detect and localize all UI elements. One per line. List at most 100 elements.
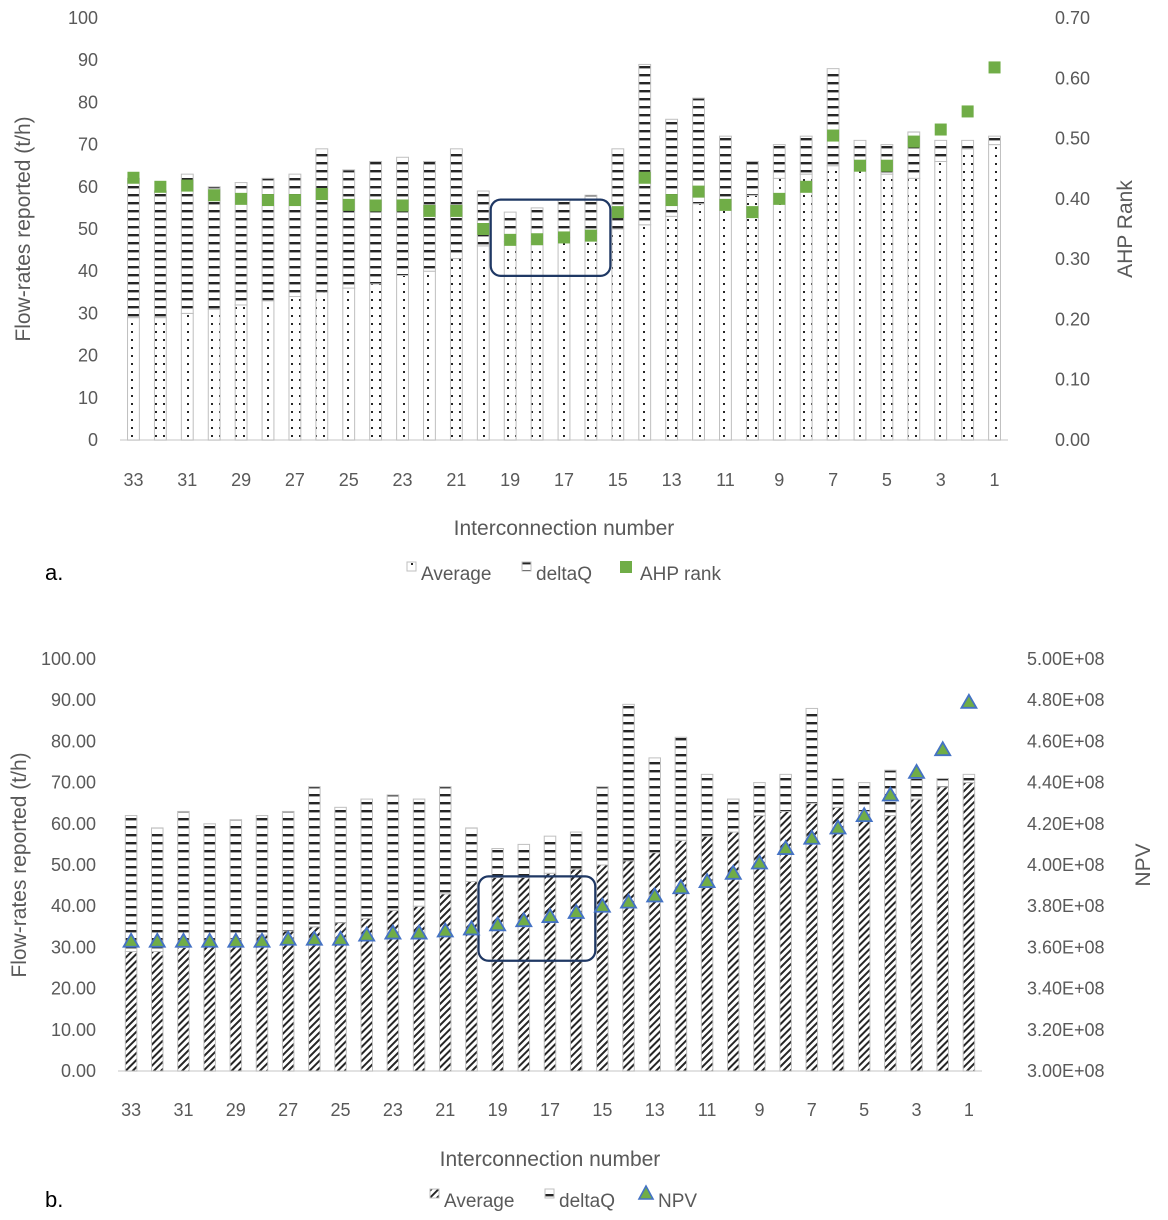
- bar-average: [907, 177, 921, 441]
- x-tick-label: 23: [393, 470, 413, 490]
- bar-deltaq: [727, 798, 740, 833]
- npv-marker: [881, 785, 900, 802]
- npv-marker: [959, 693, 978, 709]
- highlight-box: [477, 875, 597, 962]
- y-tick-label: 40.00: [51, 896, 96, 916]
- x-tick-label: 25: [331, 1100, 351, 1120]
- x-tick-label: 27: [278, 1100, 298, 1120]
- bar-deltaq: [491, 848, 504, 878]
- bar-average: [961, 148, 975, 441]
- bar-average: [569, 868, 583, 1072]
- ahp-rank-marker: [907, 135, 920, 148]
- y-tick-label: 0.00: [61, 1061, 96, 1081]
- y2-tick-label: 0.70: [1055, 8, 1090, 28]
- bar-deltaq: [584, 194, 598, 234]
- y-tick-label: 80: [78, 92, 98, 112]
- highlight-box: [489, 198, 612, 277]
- npv-marker: [540, 907, 560, 923]
- bar-average: [934, 160, 948, 441]
- bar-deltaq: [772, 144, 786, 179]
- npv-marker: [593, 896, 612, 913]
- ahp-rank-marker: [638, 171, 651, 184]
- x-tick-label: 13: [645, 1100, 665, 1120]
- ahp-rank-marker: [719, 198, 732, 211]
- ahp-rank-marker: [558, 231, 570, 244]
- npv-marker: [776, 839, 795, 855]
- x-tick-label: 29: [231, 470, 251, 490]
- panel-b: 0.00 10.00 20.00 30.00 40.00 50.00 60.00 70.00 8…: [8, 649, 1155, 1212]
- y-axis-title: Flow-rates reported (t/h): [8, 752, 31, 977]
- bar-average: [853, 169, 867, 441]
- bar-average: [665, 215, 679, 441]
- bar-deltaq: [153, 190, 167, 319]
- x-tick-label: 15: [592, 1100, 612, 1120]
- bar-deltaq: [831, 777, 845, 808]
- bar-average: [229, 938, 243, 1072]
- x-tick-label: 1: [964, 1100, 974, 1120]
- ahp-rank-marker: [961, 105, 974, 118]
- y2-tick-label: 0.40: [1055, 189, 1090, 209]
- y2-tick-label: 4.60E+08: [1027, 731, 1105, 751]
- bar-deltaq: [745, 160, 759, 196]
- bar-average: [151, 951, 164, 1072]
- y2-tick-label: 3.20E+08: [1027, 1020, 1105, 1040]
- bar-average: [203, 942, 216, 1072]
- npv-marker: [410, 923, 429, 940]
- npv-marker: [514, 911, 533, 928]
- bar-deltaq: [719, 135, 732, 200]
- bar-average: [596, 864, 609, 1072]
- y-tick-label: 80.00: [51, 731, 96, 751]
- bar-deltaq: [465, 827, 478, 882]
- bar-average: [261, 300, 275, 441]
- npv-marker: [724, 864, 743, 880]
- x-tick-label: 5: [859, 1100, 869, 1120]
- npv-marker: [383, 923, 402, 940]
- bar-average: [638, 224, 652, 441]
- x-tick-label: 17: [540, 1100, 560, 1120]
- ahp-rank-marker: [154, 180, 167, 193]
- bar-average: [503, 241, 517, 441]
- bar-deltaq: [288, 173, 302, 298]
- ahp-rank-marker: [315, 188, 328, 201]
- x-tick-label: 1: [990, 470, 1000, 490]
- bar-deltaq: [386, 794, 400, 911]
- x-tick-label: 3: [912, 1100, 922, 1120]
- bar-deltaq: [648, 757, 661, 854]
- x-tick-label: 31: [173, 1100, 193, 1120]
- y-tick-label: 90.00: [51, 690, 96, 710]
- npv-marker: [252, 932, 272, 948]
- y2-tick-label: 3.60E+08: [1027, 937, 1105, 957]
- ahp-rank-marker: [342, 198, 355, 211]
- y2-axis-title: AHP Rank: [1114, 180, 1137, 278]
- npv-marker: [671, 878, 690, 895]
- x-axis-title: Interconnection number: [440, 1148, 661, 1171]
- x-tick-label: 21: [446, 470, 466, 490]
- ahp-rank-marker: [880, 159, 893, 172]
- x-tick-label: 7: [828, 470, 838, 490]
- bar-deltaq: [412, 798, 426, 907]
- legend-label: Average: [421, 564, 491, 585]
- bar-deltaq: [907, 131, 921, 179]
- npv-marker: [122, 932, 141, 948]
- bar-average: [584, 232, 598, 441]
- x-tick-label: 5: [882, 470, 892, 490]
- bar-deltaq: [799, 135, 813, 175]
- ahp-rank-marker: [127, 171, 140, 184]
- bar-deltaq: [207, 186, 221, 310]
- bar-deltaq: [203, 823, 216, 944]
- y2-tick-label: 3.40E+08: [1027, 979, 1105, 999]
- bar-deltaq: [229, 819, 243, 940]
- bar-average: [857, 810, 871, 1072]
- bar-deltaq: [315, 148, 329, 293]
- bar-average: [234, 304, 248, 441]
- bar-deltaq: [692, 97, 705, 205]
- ahp-rank-marker: [235, 192, 248, 205]
- bar-average: [288, 296, 302, 441]
- bar-average: [530, 241, 544, 441]
- npv-marker: [148, 932, 167, 948]
- legend-swatch-deltaq: [521, 561, 532, 572]
- bar-deltaq: [396, 156, 409, 276]
- x-tick-label: 9: [754, 1100, 764, 1120]
- ahp-rank-marker: [369, 199, 382, 212]
- ahp-rank-marker: [584, 229, 597, 242]
